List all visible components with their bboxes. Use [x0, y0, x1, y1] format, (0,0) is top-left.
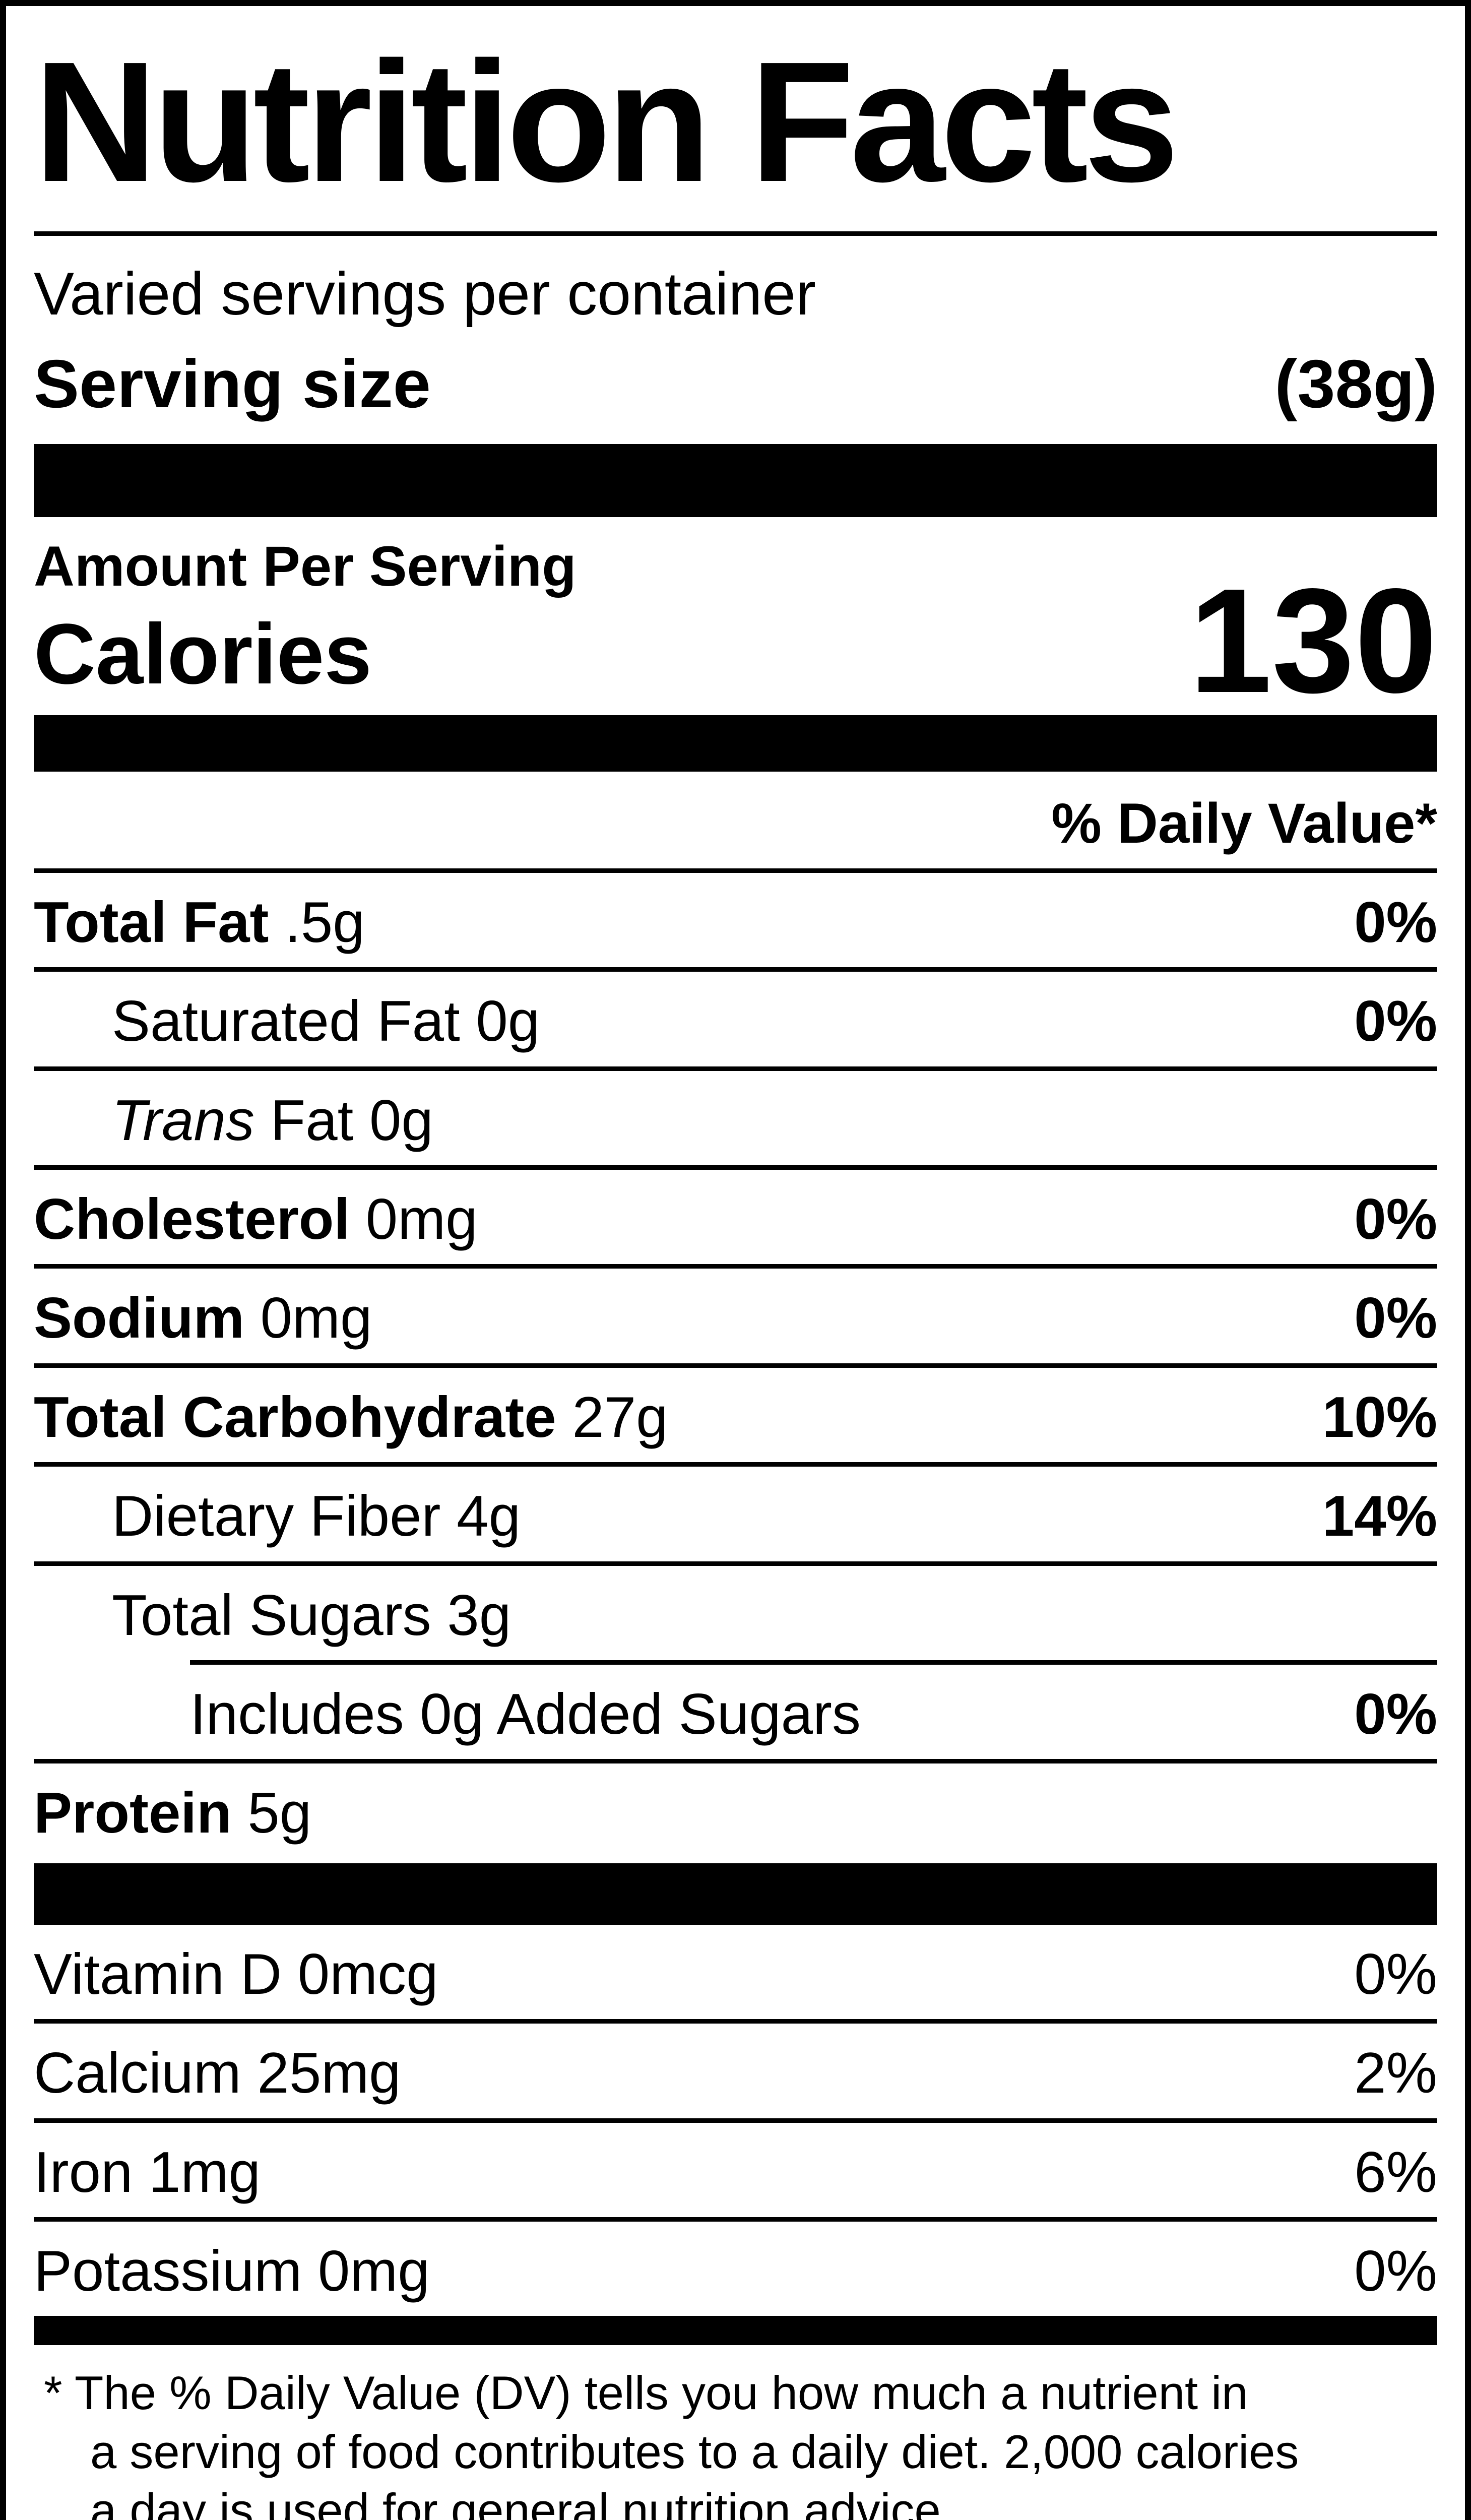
vitamin-percent: 0% [1354, 1942, 1437, 2006]
nutrient-percent: 0% [1354, 890, 1437, 955]
nutrient-name: Saturated Fat 0g [112, 989, 540, 1054]
vitamin-row-calcium: Calcium 25mg 2% [34, 2024, 1437, 2118]
nutrient-percent: 0% [1354, 1682, 1437, 1747]
nutrient-row-saturated-fat: Saturated Fat 0g 0% [34, 972, 1437, 1066]
nutrient-percent: 0% [1354, 989, 1437, 1054]
nutrient-name: Sodium 0mg [34, 1286, 372, 1351]
calories-row: Calories 130 [34, 557, 1437, 724]
divider [34, 1264, 1437, 1269]
divider [34, 1066, 1437, 1071]
nutrient-name: Total Sugars 3g [112, 1583, 511, 1648]
amount-per-serving-label: Amount Per Serving [34, 534, 577, 598]
nutrient-row-protein: Protein 5g [34, 1763, 1437, 1858]
vitamin-row-potassium: Potassium 0mg 0% [34, 2222, 1437, 2316]
divider [34, 868, 1437, 873]
calories-label: Calories [34, 606, 372, 702]
nutrient-row-sodium: Sodium 0mg 0% [34, 1269, 1437, 1363]
divider [34, 2019, 1437, 2024]
serving-size-value: (38g) [1274, 346, 1437, 422]
nutrient-name: Total Fat .5g [34, 890, 365, 955]
nutrient-name: Cholesterol 0mg [34, 1187, 478, 1252]
divider-indented [190, 1660, 1437, 1665]
divider [34, 1363, 1437, 1368]
serving-size-label: Serving size [34, 346, 431, 422]
nutrient-row-added-sugars: Includes 0g Added Sugars 0% [34, 1665, 1437, 1759]
vitamin-name: Vitamin D 0mcg [34, 1942, 438, 2006]
vitamin-name: Calcium 25mg [34, 2041, 401, 2106]
divider-under-title [34, 231, 1437, 236]
daily-value-footnote: * The % Daily Value (DV) tells you how m… [44, 2366, 1299, 2520]
vitamin-percent: 0% [1354, 2239, 1437, 2303]
thick-bar-after-calories [34, 715, 1437, 772]
nutrient-percent: 10% [1322, 1385, 1437, 1450]
nutrient-row-trans-fat: Trans Fat 0g [34, 1071, 1437, 1165]
nutrient-name: Total Carbohydrate 27g [34, 1385, 668, 1450]
thick-bar-after-protein [34, 1863, 1437, 1925]
nutrient-name: Protein 5g [34, 1781, 312, 1846]
nutrient-row-dietary-fiber: Dietary Fiber 4g 14% [34, 1467, 1437, 1561]
divider [34, 1462, 1437, 1467]
nutrient-row-total-sugars: Total Sugars 3g [34, 1566, 1437, 1660]
divider [34, 967, 1437, 972]
nutrient-row-total-fat: Total Fat .5g 0% [34, 873, 1437, 967]
divider [34, 1165, 1437, 1170]
vitamin-name: Potassium 0mg [34, 2239, 430, 2303]
divider [34, 1561, 1437, 1566]
serving-size-row: Serving size (38g) [34, 342, 1437, 427]
divider [34, 2118, 1437, 2123]
vitamin-percent: 6% [1354, 2140, 1437, 2204]
nutrient-row-cholesterol: Cholesterol 0mg 0% [34, 1170, 1437, 1264]
calories-value: 130 [1189, 557, 1437, 724]
divider [34, 1759, 1437, 1764]
nutrient-row-total-carbohydrate: Total Carbohydrate 27g 10% [34, 1368, 1437, 1462]
daily-value-header: % Daily Value* [1051, 791, 1437, 855]
divider [34, 2217, 1437, 2222]
vitamin-name: Iron 1mg [34, 2140, 261, 2204]
label-title: Nutrition Facts [34, 26, 1179, 218]
thick-bar-after-serving-size [34, 444, 1437, 517]
vitamin-row-iron: Iron 1mg 6% [34, 2123, 1437, 2217]
servings-per-container: Varied servings per container [34, 260, 816, 328]
vitamin-percent: 2% [1354, 2041, 1437, 2106]
thick-bar-after-potassium [34, 2316, 1437, 2346]
nutrient-percent: 14% [1322, 1484, 1437, 1549]
nutrient-percent: 0% [1354, 1286, 1437, 1351]
nutrient-name: Includes 0g Added Sugars [190, 1682, 861, 1747]
nutrient-percent: 0% [1354, 1187, 1437, 1252]
vitamin-row-vitamin-d: Vitamin D 0mcg 0% [34, 1925, 1437, 2019]
nutrient-name: Dietary Fiber 4g [112, 1484, 521, 1549]
nutrient-name: Trans Fat 0g [112, 1088, 433, 1153]
